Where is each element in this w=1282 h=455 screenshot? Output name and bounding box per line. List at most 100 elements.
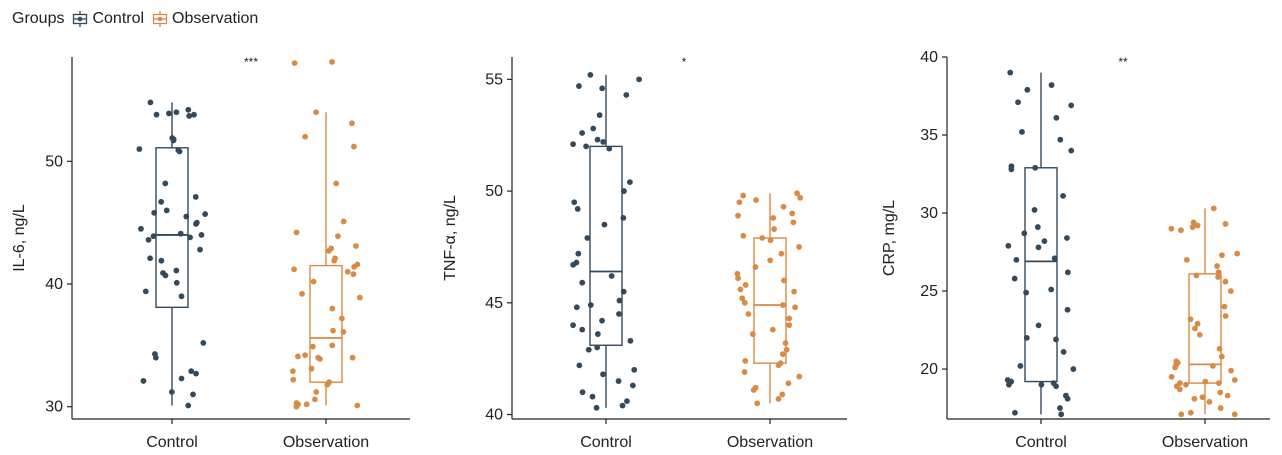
- data-point: [1053, 114, 1060, 121]
- data-point: [594, 344, 601, 351]
- y-tick-label: 45: [485, 295, 503, 312]
- data-point: [185, 402, 192, 409]
- data-point: [1023, 289, 1030, 296]
- data-point: [186, 113, 193, 119]
- data-point: [1057, 136, 1064, 143]
- data-point: [754, 400, 761, 407]
- data-point: [142, 288, 149, 295]
- x-tick-label: Observation: [1162, 434, 1248, 451]
- data-point: [1215, 274, 1221, 280]
- data-point: [1217, 405, 1224, 411]
- data-point: [1209, 363, 1216, 369]
- data-point: [636, 76, 642, 83]
- data-point: [623, 92, 630, 98]
- data-point: [329, 342, 336, 349]
- data-point: [173, 267, 180, 274]
- data-point: [1048, 82, 1055, 88]
- data-point: [299, 290, 305, 297]
- data-point: [594, 331, 601, 337]
- data-point: [750, 387, 757, 393]
- data-point: [138, 225, 144, 232]
- data-point: [1222, 313, 1229, 319]
- data-point: [621, 188, 627, 194]
- data-point: [1041, 238, 1048, 245]
- data-point: [796, 373, 803, 380]
- data-point: [1228, 367, 1234, 374]
- data-point: [1215, 380, 1222, 387]
- data-point: [579, 279, 586, 286]
- data-point: [570, 322, 576, 329]
- data-point: [1048, 286, 1055, 293]
- box: [589, 145, 623, 346]
- data-point: [150, 233, 157, 240]
- data-point: [1070, 366, 1077, 372]
- box: [753, 237, 787, 364]
- data-point: [1222, 278, 1229, 285]
- data-point: [1007, 69, 1014, 76]
- data-point: [1053, 336, 1059, 343]
- data-point: [291, 266, 297, 273]
- data-point: [1219, 252, 1225, 259]
- data-point: [576, 362, 583, 369]
- data-point: [312, 396, 318, 403]
- data-point: [178, 375, 185, 382]
- data-point: [140, 378, 147, 384]
- data-point: [1231, 377, 1238, 383]
- data-point: [333, 180, 340, 187]
- data-point: [1222, 221, 1229, 227]
- data-point: [737, 286, 744, 293]
- data-point: [735, 275, 741, 282]
- data-point: [1202, 378, 1209, 385]
- data-point: [173, 279, 180, 286]
- data-point: [198, 232, 205, 238]
- data-point: [158, 257, 165, 264]
- y-tick-label: 25: [920, 283, 938, 300]
- data-point: [1206, 398, 1213, 405]
- data-point: [1011, 275, 1018, 282]
- data-point: [620, 214, 627, 221]
- data-point: [741, 369, 748, 375]
- data-point: [329, 59, 335, 65]
- data-point: [790, 219, 797, 226]
- data-point: [193, 220, 199, 227]
- data-point: [190, 391, 196, 398]
- y-tick-label: 30: [920, 205, 938, 222]
- data-point: [295, 353, 301, 360]
- box: [155, 147, 189, 309]
- data-point: [1031, 207, 1038, 213]
- legend: Groups Control Observation: [12, 8, 258, 30]
- data-point: [584, 235, 591, 241]
- data-point: [1192, 325, 1198, 332]
- y-tick-label: 30: [45, 399, 63, 416]
- data-point: [325, 380, 331, 387]
- data-point: [593, 404, 600, 411]
- y-tick-label: 50: [45, 153, 63, 170]
- data-point: [1187, 409, 1194, 416]
- data-point: [579, 130, 586, 136]
- data-point: [1189, 224, 1196, 230]
- data-point: [796, 244, 802, 250]
- data-point: [608, 273, 615, 279]
- x-tick-label: Control: [1015, 434, 1067, 451]
- data-point: [1172, 364, 1179, 371]
- data-point: [170, 137, 177, 144]
- y-tick-label: 55: [485, 71, 503, 88]
- data-point: [188, 368, 195, 375]
- data-point: [344, 268, 351, 275]
- data-point: [1194, 320, 1201, 327]
- data-point: [1194, 222, 1201, 229]
- data-point: [616, 311, 622, 317]
- data-point: [1023, 334, 1030, 341]
- data-point: [589, 393, 596, 400]
- significance-marker: *: [682, 55, 687, 69]
- data-point: [1038, 381, 1045, 388]
- data-point: [797, 194, 804, 201]
- y-axis-label: CRP, mg/L: [881, 200, 898, 276]
- data-point: [308, 365, 315, 372]
- data-point: [1178, 227, 1184, 234]
- data-point: [1193, 272, 1200, 279]
- data-point: [330, 327, 336, 334]
- data-point: [780, 302, 786, 308]
- data-point: [599, 85, 606, 92]
